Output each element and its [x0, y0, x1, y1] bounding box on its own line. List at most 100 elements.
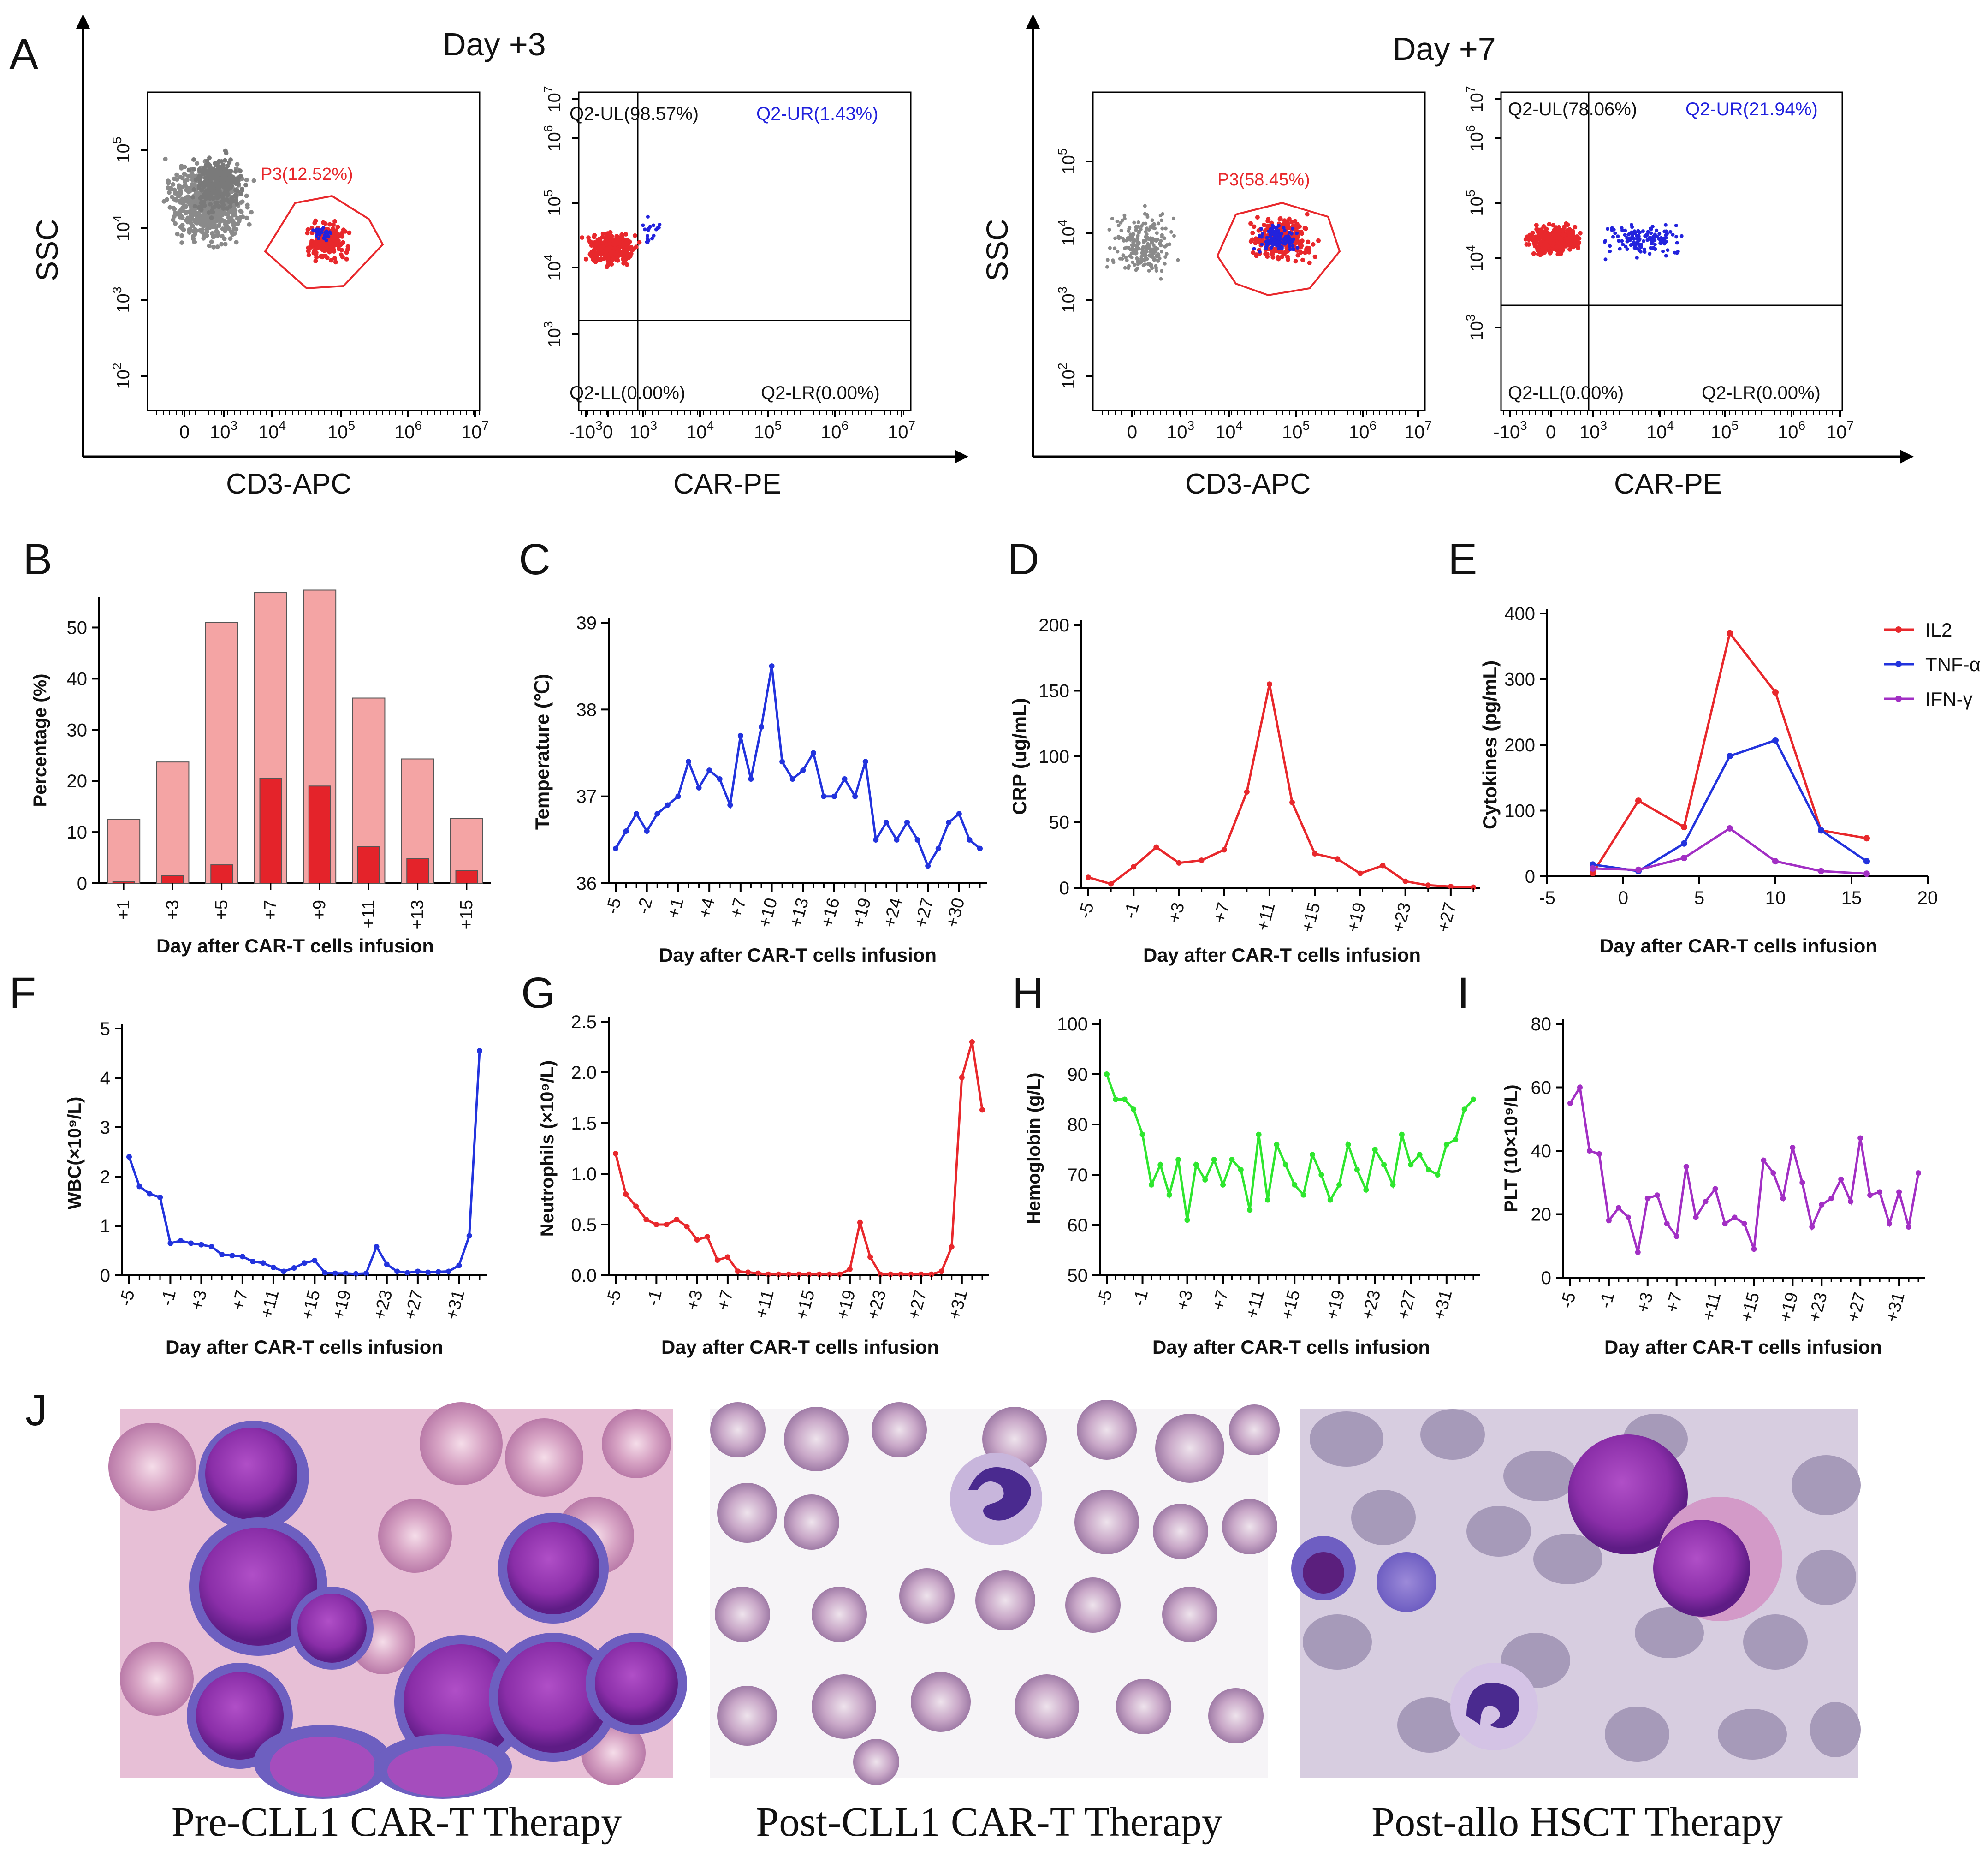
flow-dot	[1147, 268, 1151, 273]
data-point	[714, 1257, 720, 1263]
y-axis-label: Temperature (℃)	[531, 674, 553, 830]
chart-h: 50 60 70 80 90 100 Day after CAR-T cells infus…	[1024, 1014, 1480, 1358]
flow-dot	[1578, 231, 1583, 236]
flow-dot	[1635, 256, 1639, 260]
lymphocyte-cell	[1377, 1552, 1436, 1612]
flow-dot	[1134, 268, 1138, 272]
flow-dot	[244, 215, 249, 220]
flow-dot	[1136, 234, 1140, 238]
data-point	[1590, 865, 1596, 872]
flow-x-tick-label-text: 105	[754, 418, 782, 442]
flow-dot	[646, 234, 649, 238]
flow-dot	[1295, 246, 1300, 250]
caption-post: Post-CLL1 CAR-T Therapy	[756, 1799, 1222, 1845]
flow-dot	[1121, 253, 1125, 257]
data-point	[1390, 1182, 1396, 1188]
flow-dot	[189, 199, 194, 204]
flow-dot	[1282, 226, 1286, 230]
flow-dot	[1551, 223, 1556, 228]
flow-dot	[244, 193, 249, 198]
p3-gate-label-day3: P3(12.52%)	[261, 165, 353, 184]
flow-dot	[172, 210, 178, 215]
x-tick-label: +23	[370, 1288, 396, 1321]
panel-letter-e: E	[1448, 535, 1477, 584]
data-point	[867, 1254, 873, 1260]
flow-dot	[1623, 228, 1627, 232]
data-point	[1256, 1131, 1262, 1137]
flow-dot	[191, 187, 196, 192]
flow-dot	[1562, 232, 1567, 238]
chart-f: 0 1 2 3 4 5 Day after CAR-T cells infusion WBC(…	[65, 1019, 487, 1358]
flow-dot	[213, 161, 218, 166]
flow-x-tick-label-text: 105	[327, 418, 355, 442]
flow-dot	[586, 235, 591, 240]
flow-dot	[589, 243, 594, 248]
flow-x-tick-label: 107	[1404, 418, 1432, 442]
data-point	[1596, 1151, 1602, 1157]
flow-x-tick-label-text: 0	[1127, 422, 1137, 442]
x-tick-label: +31	[945, 1288, 971, 1321]
flow-dot	[240, 186, 244, 191]
flow-x-tick-label: 103	[1167, 418, 1194, 442]
chart-g: 0.0 0.5 1.0 1.5 2.0 2.5 Day after CAR-T cells …	[537, 1012, 989, 1358]
panel-letter-c: C	[519, 535, 551, 584]
data-point	[1265, 1197, 1271, 1203]
flow-dot	[214, 181, 219, 186]
flow-dot	[192, 239, 197, 244]
flow-dot	[166, 185, 171, 190]
data-point	[737, 732, 743, 738]
flow-y-tick-label: 104	[1056, 220, 1079, 246]
flow-dot	[610, 257, 615, 262]
flow-dot	[592, 234, 597, 239]
flow-dot	[1251, 250, 1256, 255]
flow-dot	[208, 175, 213, 180]
flow-dot	[201, 236, 206, 241]
x-axis-label: Day after CAR-T cells infusion	[1143, 944, 1421, 966]
flow-y-tick-label-text: 105	[1056, 148, 1079, 174]
x-tick-label: +13	[786, 896, 813, 929]
flow-dot	[1613, 231, 1617, 235]
flow-dot	[1123, 266, 1127, 270]
flow-dot	[1292, 247, 1295, 251]
flow-x-tick-label: 104	[686, 418, 714, 442]
bar-car-positive	[308, 785, 331, 884]
y-tick-label: 70	[1068, 1165, 1088, 1185]
flow-dot	[1268, 234, 1272, 238]
data-point	[1292, 1182, 1298, 1188]
x-axis-label: Day after CAR-T cells infusion	[659, 944, 937, 966]
flow-y-tick-label-text: 105	[1464, 190, 1487, 216]
flow-y-tick-label: 103	[1464, 314, 1487, 340]
flow-dot	[347, 230, 352, 235]
flow-dot	[1632, 237, 1636, 241]
flow-dot	[320, 230, 324, 234]
flow-dot	[245, 202, 250, 208]
data-point	[1772, 737, 1779, 744]
data-point	[1199, 857, 1205, 863]
data-point	[1408, 1162, 1414, 1168]
x-tick-label: +3	[1164, 900, 1188, 925]
flow-dot	[646, 214, 650, 219]
flow-x-tick-label-text: 103	[210, 418, 237, 442]
x-tick-label: -2	[634, 896, 656, 916]
data-point	[1381, 1162, 1387, 1168]
x-tick-label: +23	[864, 1288, 890, 1321]
y-tick-label: 200	[1039, 615, 1069, 636]
flow-dot	[1159, 277, 1163, 281]
data-point	[847, 1266, 853, 1272]
y-tick-label: 20	[67, 771, 88, 791]
red-blood-cell	[717, 1686, 777, 1746]
blast-nucleus	[196, 1672, 284, 1760]
y-tick-label: 40	[1531, 1141, 1552, 1161]
flow-dot	[1279, 255, 1284, 260]
red-blood-cell	[715, 1587, 770, 1642]
data-point	[1193, 1162, 1199, 1168]
flow-dot	[1160, 250, 1163, 254]
flow-dot	[1653, 246, 1657, 250]
flow-dot	[1303, 226, 1308, 231]
data-point	[969, 1039, 975, 1045]
flow-dot	[1257, 234, 1261, 238]
flow-x-tick-label-text: 107	[1826, 418, 1854, 442]
y-axis-label: PLT (10×10⁹/L)	[1501, 1084, 1521, 1212]
data-point	[363, 1270, 369, 1276]
flow-dot	[1123, 246, 1127, 250]
